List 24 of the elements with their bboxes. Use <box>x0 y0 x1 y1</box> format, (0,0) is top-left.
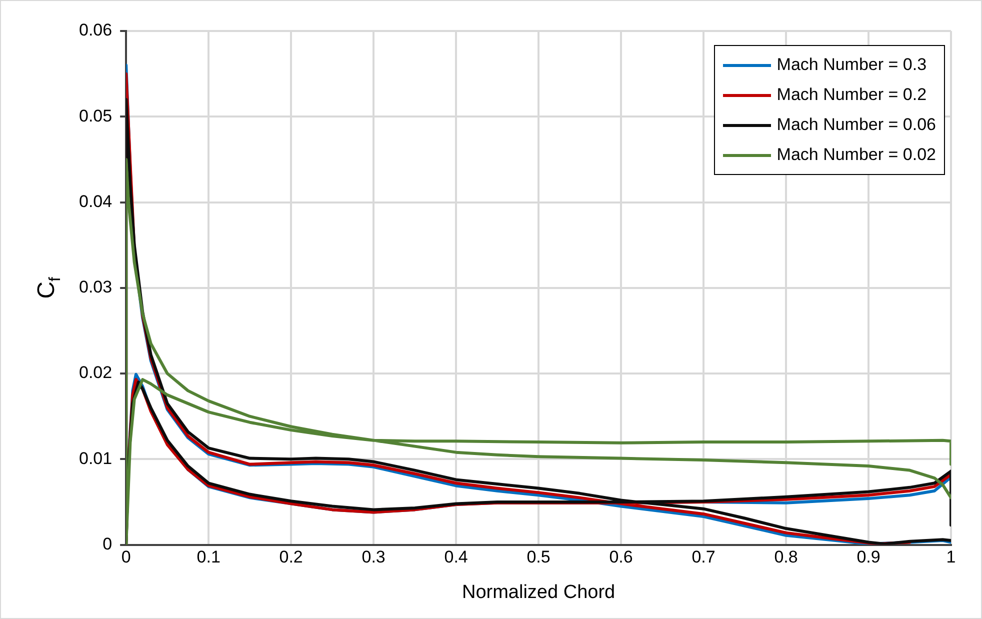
y-tick-label: 0.01 <box>78 448 112 468</box>
x-tick-label: 0.6 <box>609 548 633 567</box>
x-tick-label: 1 <box>946 548 956 567</box>
x-tick-label: 0.7 <box>692 548 716 567</box>
legend-label: Mach Number = 0.2 <box>776 85 927 105</box>
x-tick-label: 0.2 <box>279 548 303 567</box>
legend-label: Mach Number = 0.3 <box>776 55 927 75</box>
x-tick-label: 0.9 <box>856 548 880 567</box>
x-axis-title: Normalized Chord <box>462 582 616 603</box>
y-tick-label: 0.05 <box>78 106 112 126</box>
y-axis-title: Cf <box>33 276 64 299</box>
x-tick-label: 0.5 <box>526 548 550 567</box>
x-tick-label: 0.8 <box>774 548 798 567</box>
x-tick-label: 0.3 <box>362 548 386 567</box>
y-tick-label: 0.06 <box>78 20 112 40</box>
legend-label: Mach Number = 0.06 <box>776 115 936 135</box>
y-tick-label: 0.04 <box>78 192 112 211</box>
x-tick-label: 0 <box>121 548 131 567</box>
x-tick-label: 0.4 <box>444 548 468 567</box>
y-tick-label: 0.02 <box>78 363 112 382</box>
x-tick-label: 0.1 <box>196 548 220 567</box>
legend-label: Mach Number = 0.02 <box>776 145 936 165</box>
y-tick-label: 0 <box>102 534 112 554</box>
y-tick-label: 0.03 <box>78 278 112 297</box>
